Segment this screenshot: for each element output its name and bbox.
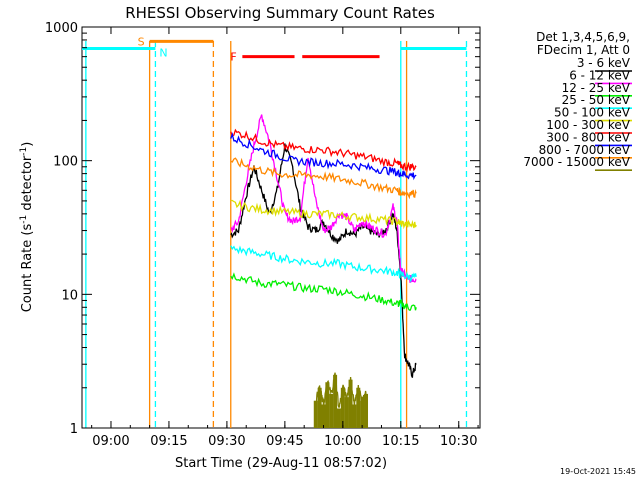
legend-entry-0: 3 - 6 keV [577, 56, 631, 70]
y-axis-label-mid: detector [20, 155, 35, 215]
legend-header-line-1: Det 1,3,4,5,6,9, [536, 30, 630, 44]
series-bar-high-energy-5 [333, 374, 338, 428]
y-axis-label-sup2: -1 [19, 147, 29, 156]
series-bar-high-energy-4 [329, 393, 334, 428]
plot-area: S N F 09:00 09:15 09:30 09:45 10:00 10:15 10:30 1… [45, 21, 481, 449]
series-line-6 [230, 132, 417, 181]
legend-entry-3: 25 - 50 keV [562, 93, 631, 107]
y-axis-label: Count Rate (s-1 detector-1) [19, 142, 35, 313]
series-bar-high-energy-10 [352, 404, 357, 428]
x-tick-label-2: 09:30 [208, 434, 245, 449]
series-bar-high-energy-3 [325, 382, 330, 428]
y-tick-label-2: 100 [53, 155, 78, 170]
series-bar-high-energy-1 [317, 387, 322, 428]
x-tick-label-0: 09:00 [92, 434, 129, 449]
series-line-3 [230, 245, 417, 283]
series-bar-high-energy-8 [344, 397, 349, 428]
axis-ticks: 09:00 09:15 09:30 09:45 10:00 10:15 10:30 1 10 10… [45, 21, 480, 449]
state-label-N: N [159, 47, 167, 60]
state-label-F: F [230, 51, 236, 64]
footer-date: 19-Oct-2021 15:45 [560, 467, 636, 476]
legend-entry-8: 7000 - 15000 keV [523, 155, 630, 169]
series-lines [230, 114, 417, 428]
series-line-1 [230, 114, 417, 283]
y-tick-label-1: 10 [61, 288, 78, 303]
series-line-4 [230, 199, 417, 230]
x-tick-label-6: 10:30 [440, 434, 477, 449]
legend-entry-7: 800 - 7000 keV [539, 143, 631, 157]
series-bar-high-energy-0 [313, 400, 318, 428]
x-tick-label-4: 10:00 [324, 434, 361, 449]
legend-entry-2: 12 - 25 keV [562, 81, 631, 95]
chart-title: RHESSI Observing Summary Count Rates [125, 4, 435, 22]
y-axis-label-sup1: -1 [19, 215, 29, 224]
y-tick-label-3: 1000 [45, 21, 78, 36]
state-label-S: S [138, 35, 145, 48]
legend: Det 1,3,4,5,6,9, FDecim 1, Att 0 3 - 6 k… [523, 30, 632, 171]
plot-frame [81, 26, 481, 429]
y-axis-label-end: ) [20, 142, 35, 147]
y-axis-label-main: Count Rate (s [20, 224, 35, 313]
legend-entry-6: 300 - 800 keV [546, 130, 630, 144]
series-bar-high-energy-2 [321, 404, 326, 428]
legend-entry-5: 100 - 300 keV [546, 118, 630, 132]
x-axis-label: Start Time (29-Aug-11 08:57:02) [175, 456, 387, 471]
state-markers: S N F [82, 35, 468, 428]
series-bar-high-energy-12 [360, 400, 365, 428]
series-line-7 [230, 157, 417, 200]
y-tick-label-0: 1 [70, 422, 78, 437]
x-tick-label-1: 09:15 [150, 434, 187, 449]
series-bar-high-energy-9 [348, 379, 353, 428]
legend-entry-1: 6 - 12 keV [569, 68, 631, 82]
series-bar-high-energy-7 [340, 387, 345, 428]
x-tick-label-5: 10:15 [382, 434, 419, 449]
x-tick-label-3: 09:45 [266, 434, 303, 449]
series-line-2 [230, 272, 417, 311]
series-bar-high-energy-11 [356, 387, 361, 428]
series-bar-high-energy-6 [336, 408, 341, 428]
series-bar-high-energy-13 [364, 393, 369, 428]
legend-entry-4: 50 - 100 keV [554, 106, 631, 120]
legend-header-line-2: FDecim 1, Att 0 [537, 43, 630, 57]
series-line-5 [230, 128, 417, 173]
